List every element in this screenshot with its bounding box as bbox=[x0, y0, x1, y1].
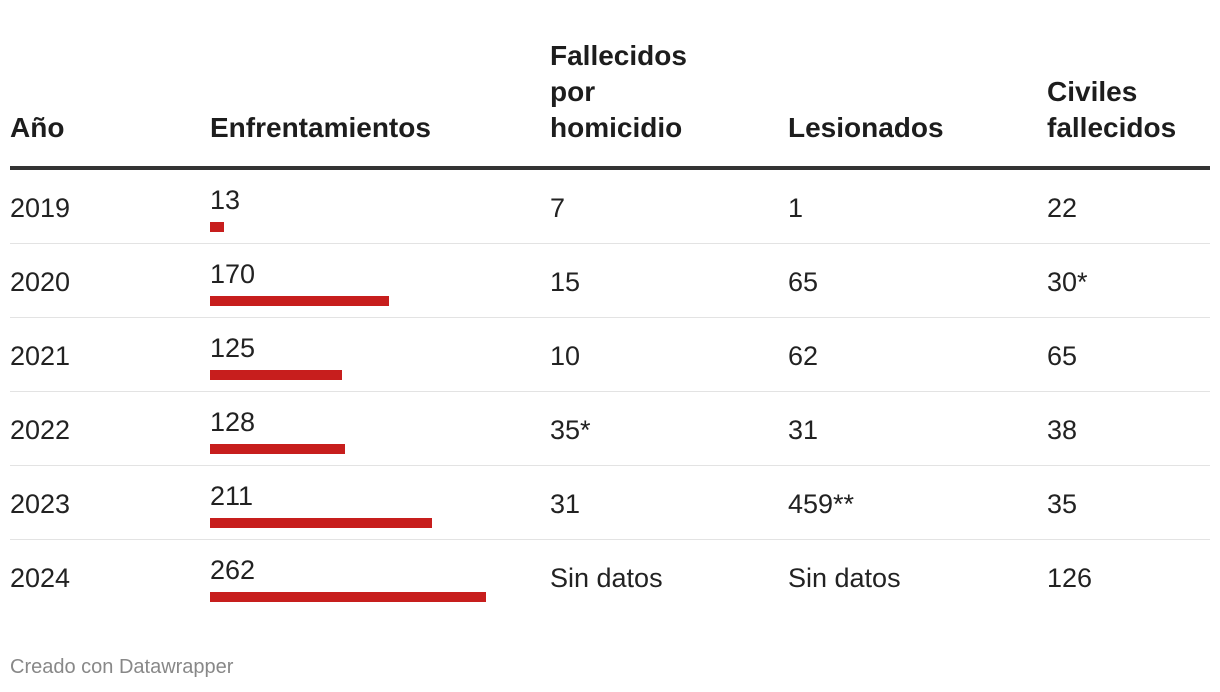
cell-lesionados: 1 bbox=[788, 193, 804, 223]
cell-year: 2024 bbox=[10, 563, 71, 593]
bar-value-label: 125 bbox=[210, 333, 256, 363]
cell-civiles: 35 bbox=[1047, 489, 1078, 519]
bar-enfrentamientos bbox=[210, 370, 342, 380]
header-fallecidos-line-2: por bbox=[550, 76, 596, 107]
cell-enfrentamientos: 262 bbox=[210, 540, 510, 614]
cell-fallecidos: Sin datos bbox=[550, 563, 663, 593]
bar-enfrentamientos bbox=[210, 444, 345, 454]
cell-civiles: 126 bbox=[1047, 563, 1093, 593]
table-row: 2021 125 10 62 65 bbox=[10, 318, 1210, 392]
cell-year: 2020 bbox=[10, 267, 71, 297]
bar-enfrentamientos bbox=[210, 222, 224, 232]
cell-enfrentamientos: 13 bbox=[210, 170, 510, 244]
header-civiles-line-2: fallecidos bbox=[1047, 112, 1177, 143]
cell-civiles: 30* bbox=[1047, 267, 1088, 297]
cell-lesionados: 62 bbox=[788, 341, 819, 371]
header-fallecidos: Fallecidos por homicidio bbox=[550, 38, 687, 146]
cell-year: 2021 bbox=[10, 341, 71, 371]
header-lesionados-label: Lesionados bbox=[788, 112, 944, 143]
cell-fallecidos: 10 bbox=[550, 341, 581, 371]
header-enfrentamientos-label: Enfrentamientos bbox=[210, 112, 431, 143]
table-row: 2019 13 7 1 22 bbox=[10, 170, 1210, 244]
cell-year: 2019 bbox=[10, 193, 71, 223]
header-fallecidos-line-3: homicidio bbox=[550, 112, 683, 143]
table-body: 2019 13 7 1 22 2020 170 15 65 30* 2021 125 10 62 65 202… bbox=[10, 170, 1210, 614]
cell-year: 2023 bbox=[10, 489, 71, 519]
header-civiles: Civiles fallecidos bbox=[1047, 74, 1176, 146]
cell-fallecidos: 35* bbox=[550, 415, 591, 445]
cell-civiles: 22 bbox=[1047, 193, 1078, 223]
bar-value-label: 128 bbox=[210, 407, 256, 437]
bar-enfrentamientos bbox=[210, 296, 389, 306]
cell-enfrentamientos: 125 bbox=[210, 318, 510, 392]
header-fallecidos-line-1: Fallecidos bbox=[550, 40, 687, 71]
table-row: 2022 128 35* 31 38 bbox=[10, 392, 1210, 466]
header-year: Año bbox=[10, 110, 64, 146]
table-row: 2023 211 31 459** 35 bbox=[10, 466, 1210, 540]
bar-value-label: 211 bbox=[210, 481, 254, 511]
table-header: Año Enfrentamientos Fallecidos por homic… bbox=[10, 0, 1210, 170]
cell-lesionados: Sin datos bbox=[788, 563, 901, 593]
cell-enfrentamientos: 211 bbox=[210, 466, 510, 540]
header-civiles-line-1: Civiles bbox=[1047, 76, 1138, 107]
footer-credit: Creado con Datawrapper bbox=[10, 656, 234, 678]
bar-enfrentamientos bbox=[210, 592, 486, 602]
cell-lesionados: 459** bbox=[788, 489, 855, 519]
data-table: Año Enfrentamientos Fallecidos por homic… bbox=[10, 0, 1210, 614]
cell-enfrentamientos: 128 bbox=[210, 392, 510, 466]
header-lesionados: Lesionados bbox=[788, 110, 944, 146]
cell-lesionados: 65 bbox=[788, 267, 819, 297]
cell-enfrentamientos: 170 bbox=[210, 244, 510, 318]
header-enfrentamientos: Enfrentamientos bbox=[210, 110, 431, 146]
cell-fallecidos: 15 bbox=[550, 267, 581, 297]
table-row: 2024 262 Sin datos Sin datos 126 bbox=[10, 540, 1210, 614]
table-row: 2020 170 15 65 30* bbox=[10, 244, 1210, 318]
cell-civiles: 65 bbox=[1047, 341, 1078, 371]
cell-lesionados: 31 bbox=[788, 415, 819, 445]
bar-value-label: 13 bbox=[210, 185, 241, 215]
cell-fallecidos: 31 bbox=[550, 489, 581, 519]
cell-fallecidos: 7 bbox=[550, 193, 566, 223]
cell-civiles: 38 bbox=[1047, 415, 1078, 445]
header-year-label: Año bbox=[10, 112, 65, 143]
cell-year: 2022 bbox=[10, 415, 71, 445]
bar-value-label: 170 bbox=[210, 259, 256, 289]
bar-enfrentamientos bbox=[210, 518, 432, 528]
bar-value-label: 262 bbox=[210, 555, 256, 585]
